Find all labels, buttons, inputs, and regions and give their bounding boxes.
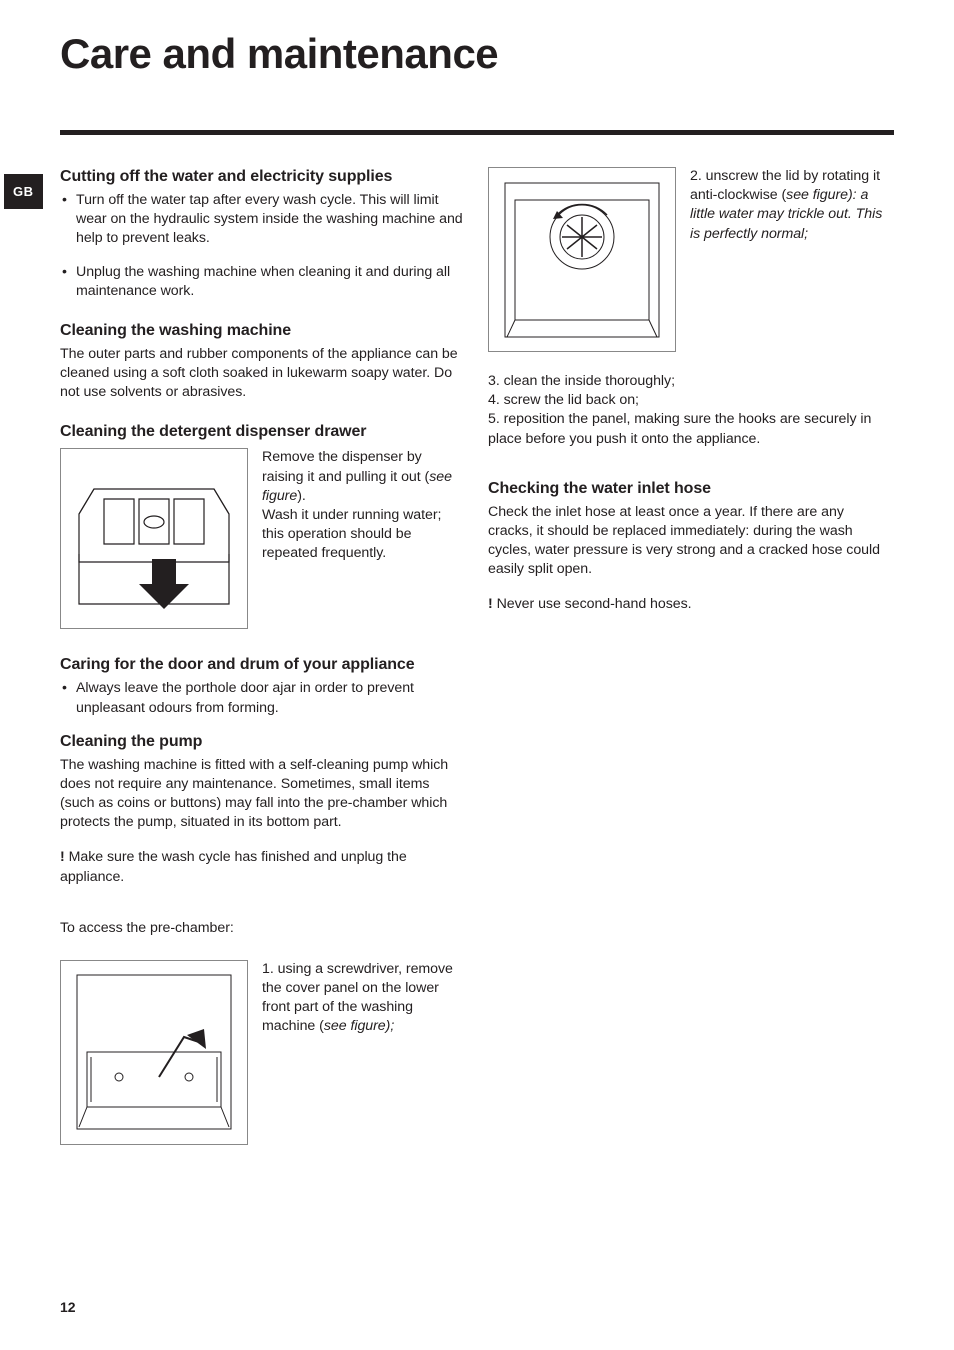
page-title: Care and maintenance xyxy=(60,30,894,78)
heading-supplies: Cutting off the water and electricity su… xyxy=(60,167,464,187)
heading-dispenser: Cleaning the detergent dispenser drawer xyxy=(60,422,464,442)
body-text: Remove the dispenser by raising it and p… xyxy=(262,448,464,506)
door-drum-bullets: Always leave the porthole door ajar in o… xyxy=(60,679,464,717)
heading-cleaning-machine: Cleaning the washing machine xyxy=(60,321,464,341)
warning-text: ! Never use second-hand hoses. xyxy=(488,595,892,614)
right-column: 2. unscrew the lid by rotating it anti-c… xyxy=(488,167,892,1145)
step-text: 3. clean the inside thoroughly; xyxy=(488,372,892,391)
heading-inlet-hose: Checking the water inlet hose xyxy=(488,479,892,499)
lid-illustration xyxy=(497,175,667,345)
warning-text: ! Make sure the wash cycle has finished … xyxy=(60,848,464,886)
supplies-bullets: Turn off the water tap after every wash … xyxy=(60,191,464,301)
figure-cover-panel xyxy=(60,960,248,1145)
figure-dispenser-drawer xyxy=(60,448,248,629)
title-underline xyxy=(60,130,894,135)
content-columns: Cutting off the water and electricity su… xyxy=(60,167,894,1145)
locale-tab: GB xyxy=(4,174,43,209)
step-text: 5. reposition the panel, making sure the… xyxy=(488,410,892,448)
figure-unscrew-lid xyxy=(488,167,676,352)
body-text: To access the pre-chamber: xyxy=(60,919,464,938)
body-text: The washing machine is fitted with a sel… xyxy=(60,756,464,833)
list-item: Turn off the water tap after every wash … xyxy=(60,191,464,249)
dispenser-text: Remove the dispenser by raising it and p… xyxy=(262,448,464,563)
body-text: Check the inlet hose at least once a yea… xyxy=(488,503,892,580)
list-item: Always leave the porthole door ajar in o… xyxy=(60,679,464,717)
body-text: The outer parts and rubber components of… xyxy=(60,345,464,403)
panel-illustration xyxy=(69,967,239,1137)
heading-pump: Cleaning the pump xyxy=(60,732,464,752)
step-text: 4. screw the lid back on; xyxy=(488,391,892,410)
page-number: 12 xyxy=(60,1299,76,1315)
drawer-illustration xyxy=(74,464,234,614)
list-item: Unplug the washing machine when cleaning… xyxy=(60,263,464,301)
step-text: 2. unscrew the lid by rotating it anti-c… xyxy=(690,167,892,244)
body-text: Wash it under running water; this operat… xyxy=(262,506,464,564)
left-column: Cutting off the water and electricity su… xyxy=(60,167,464,1145)
step-text: 1. using a screwdriver, remove the cover… xyxy=(262,960,464,1037)
heading-door-drum: Caring for the door and drum of your app… xyxy=(60,655,464,675)
